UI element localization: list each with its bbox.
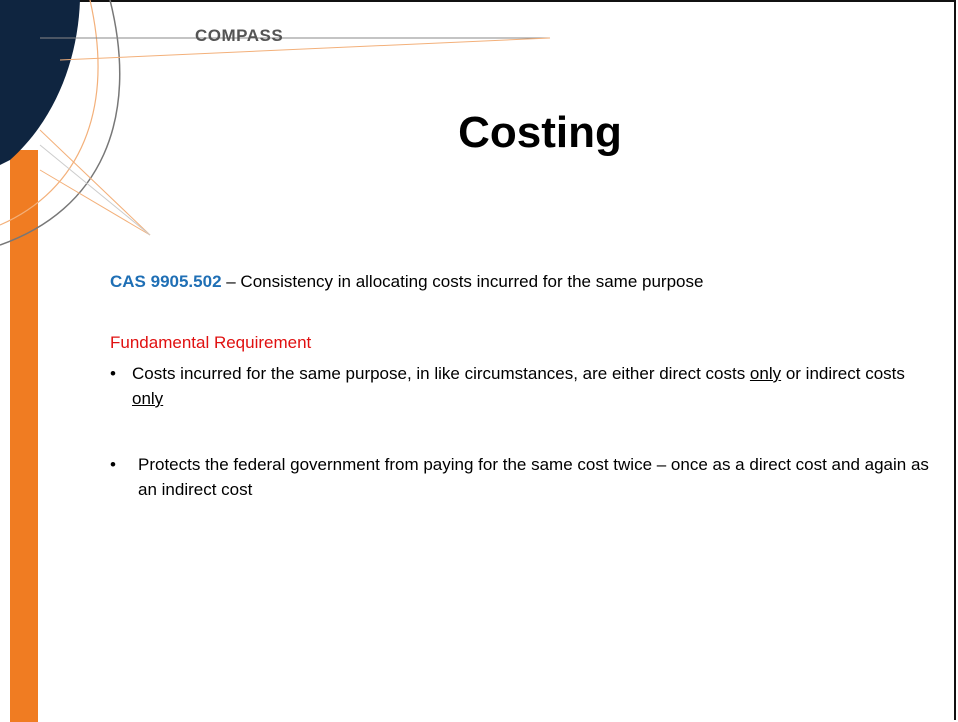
bullet-dot: •	[110, 364, 116, 383]
line	[39, 169, 151, 236]
orange-bar	[10, 150, 38, 722]
line	[39, 129, 151, 236]
emphasis: only	[132, 389, 164, 408]
line	[39, 144, 151, 236]
bullet-dot: •	[110, 455, 116, 474]
code: CAS 9905.502	[110, 272, 222, 291]
bullet-text: Protects the federal government from pay…	[138, 455, 929, 499]
section-heading: Fundamental Requirement	[110, 333, 312, 352]
decoration	[0, 0, 551, 722]
text: or indirect costs	[781, 364, 905, 383]
text: Costs incurred for the same purpose, in …	[132, 364, 750, 383]
bullet: • Costs incurred for the same purpose, in…	[110, 361, 940, 411]
bullet-text: Costs incurred for the same purpose, in …	[132, 361, 940, 411]
navy-shape	[0, 0, 80, 165]
intro-text: – Consistency in allocating costs incurr…	[221, 272, 704, 291]
intro: CAS 9905.502 – Consistency in allocating…	[110, 272, 703, 292]
title: Costing	[458, 108, 622, 157]
logo: COMPASS	[195, 26, 284, 45]
arc	[0, 0, 99, 226]
emphasis: only	[749, 364, 782, 383]
line	[59, 37, 551, 61]
arc	[0, 0, 121, 246]
bullet: • Protects the federal government from pa…	[110, 452, 940, 502]
